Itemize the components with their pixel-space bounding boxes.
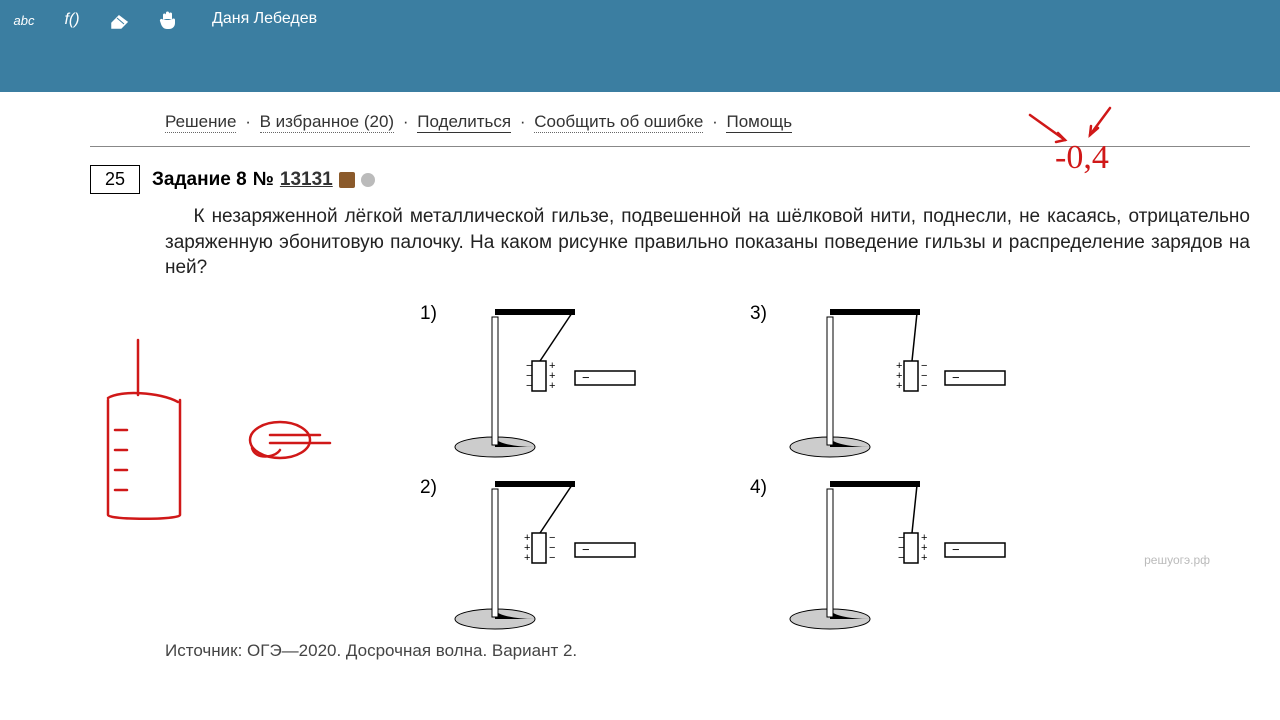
svg-text:−: − bbox=[582, 542, 590, 557]
status-dot-icon bbox=[361, 173, 375, 187]
link-share[interactable]: Поделиться bbox=[417, 112, 511, 133]
divider bbox=[90, 146, 1250, 147]
hand-tool-icon[interactable] bbox=[156, 8, 180, 32]
content: Решение · В избранное (20) · Поделиться … bbox=[0, 112, 1280, 661]
option1-label: 1) bbox=[420, 303, 437, 325]
svg-text:+: + bbox=[921, 552, 927, 564]
watermark: решуогэ.рф bbox=[1144, 553, 1210, 567]
toolbar: abc f() Даня Лебедев bbox=[0, 0, 1280, 92]
figure-option-3: +++ −−− − bbox=[780, 299, 1010, 469]
figures-area: 1) 2) 3) 4) −−− +++ − +++ −−− bbox=[90, 299, 1250, 629]
link-favorites[interactable]: В избранное (20) bbox=[260, 112, 394, 133]
eraser-icon[interactable] bbox=[108, 8, 132, 32]
figure-option-2: +++ −−− − bbox=[450, 471, 670, 641]
task-text: К незаряженной лёгкой металлической гиль… bbox=[165, 204, 1250, 281]
option4-label: 4) bbox=[750, 477, 767, 499]
task-label: Задание 8 bbox=[152, 169, 247, 191]
svg-text:−: − bbox=[582, 370, 590, 385]
link-report[interactable]: Сообщить об ошибке bbox=[534, 112, 703, 133]
svg-text:+: + bbox=[549, 380, 555, 392]
svg-text:−: − bbox=[952, 542, 960, 557]
task-title: Задание 8 № 13131 bbox=[152, 169, 375, 191]
link-help[interactable]: Помощь bbox=[726, 112, 792, 133]
figure-option-4: −−− +++ − bbox=[780, 471, 1010, 641]
svg-text:−: − bbox=[526, 380, 532, 392]
figure-option-1: −−− +++ − bbox=[450, 299, 670, 469]
package-icon[interactable] bbox=[339, 172, 355, 188]
top-links: Решение · В избранное (20) · Поделиться … bbox=[165, 112, 1250, 132]
link-solution[interactable]: Решение bbox=[165, 112, 236, 133]
option3-label: 3) bbox=[750, 303, 767, 325]
task-num-prefix: № bbox=[253, 169, 274, 191]
svg-text:+: + bbox=[524, 552, 530, 564]
option2-label: 2) bbox=[420, 477, 437, 499]
svg-text:−: − bbox=[921, 380, 927, 392]
text-tool-icon[interactable]: abc bbox=[12, 8, 36, 32]
task-header: 25 Задание 8 № 13131 bbox=[90, 165, 1250, 194]
svg-text:+: + bbox=[896, 380, 902, 392]
formula-tool-icon[interactable]: f() bbox=[60, 8, 84, 32]
svg-text:−: − bbox=[952, 370, 960, 385]
task-number[interactable]: 13131 bbox=[280, 169, 333, 191]
svg-text:−: − bbox=[898, 552, 904, 564]
svg-text:−: − bbox=[549, 552, 555, 564]
toolbar-user: Даня Лебедев bbox=[212, 8, 317, 28]
task-index: 25 bbox=[90, 165, 140, 194]
task-source: Источник: ОГЭ—2020. Досрочная волна. Вар… bbox=[165, 641, 1250, 661]
